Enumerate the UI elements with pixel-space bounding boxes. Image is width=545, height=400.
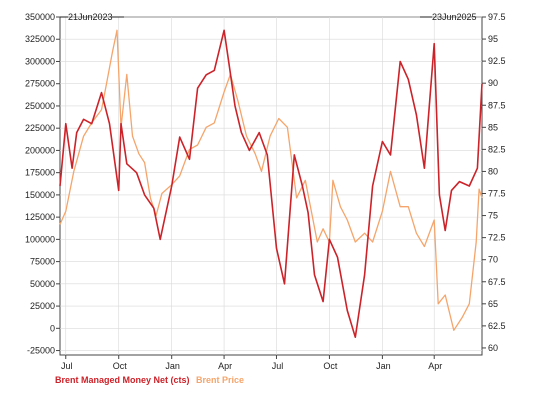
x-tick-label: Jan [376, 361, 391, 371]
x-tick-label: Apr [218, 361, 232, 371]
right-tick-label: 97.5 [488, 12, 506, 22]
left-tick-label: 175000 [25, 168, 55, 178]
series-line-brent-price [59, 29, 483, 331]
right-tick-label: 75 [488, 211, 498, 221]
right-tick-label: 90 [488, 78, 498, 88]
left-tick-label: 325000 [25, 34, 55, 44]
right-tick-label: 80 [488, 166, 498, 176]
right-tick-label: 67.5 [488, 277, 506, 287]
right-tick-label: 87.5 [488, 100, 506, 110]
left-tick-label: 25000 [30, 301, 55, 311]
right-tick-label: 60 [488, 343, 498, 353]
right-tick-label: 77.5 [488, 189, 506, 199]
left-tick-label: 275000 [25, 79, 55, 89]
legend-entry-brent-price: Brent Price [196, 375, 245, 385]
x-axis-ticks: Jul Oct Jan Apr Jul Oct Jan Apr [61, 355, 442, 371]
right-tick-label: 62.5 [488, 321, 506, 331]
left-tick-label: 225000 [25, 123, 55, 133]
x-tick-label: Oct [323, 361, 338, 371]
left-tick-label: 350000 [25, 12, 55, 22]
right-tick-label: 92.5 [488, 56, 506, 66]
right-tick-label: 65 [488, 299, 498, 309]
left-tick-label: 300000 [25, 56, 55, 66]
start-date-label: 21Jun2023 [68, 12, 113, 22]
left-tick-label: 100000 [25, 234, 55, 244]
left-tick-label: 150000 [25, 190, 55, 200]
legend: Brent Managed Money Net (cts) Brent Pric… [55, 375, 248, 385]
left-tick-label: 200000 [25, 145, 55, 155]
right-tick-label: 85 [488, 122, 498, 132]
series-group [59, 29, 483, 339]
left-axis-ticks: 3500003250003000002750002500002250002000… [25, 12, 60, 356]
x-tick-label: Oct [113, 361, 128, 371]
end-date-label: 23Jun2025 [432, 12, 477, 22]
x-tick-label: Jul [61, 361, 73, 371]
series-line-managed-money [59, 29, 483, 339]
right-tick-label: 72.5 [488, 233, 506, 243]
left-tick-label: -25000 [27, 346, 55, 356]
left-tick-label: 0 [50, 323, 55, 333]
right-tick-label: 82.5 [488, 144, 506, 154]
legend-entry-managed-money: Brent Managed Money Net (cts) [55, 375, 190, 385]
x-tick-label: Apr [428, 361, 442, 371]
x-tick-label: Jul [272, 361, 284, 371]
right-axis-ticks: 97.5 95 92.5 90 87.5 85 82.5 80 77.5 75 72.5 70 67.5… [482, 12, 506, 353]
left-tick-label: 125000 [25, 212, 55, 222]
right-tick-label: 70 [488, 255, 498, 265]
left-tick-label: 250000 [25, 101, 55, 111]
left-tick-label: 75000 [30, 257, 55, 267]
right-tick-label: 95 [488, 34, 498, 44]
left-tick-label: 50000 [30, 279, 55, 289]
x-tick-label: Jan [165, 361, 180, 371]
